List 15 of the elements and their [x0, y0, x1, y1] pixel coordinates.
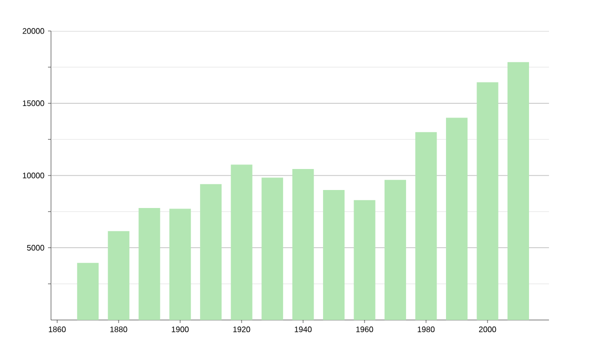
bar	[415, 132, 437, 320]
bar	[200, 184, 222, 320]
bar	[446, 118, 468, 320]
bar	[292, 168, 314, 320]
bar	[169, 208, 191, 320]
bar	[476, 82, 498, 320]
bar	[262, 178, 284, 320]
bar	[108, 231, 130, 320]
bar	[354, 200, 376, 320]
bar	[508, 62, 530, 320]
bar	[230, 164, 252, 320]
bar	[384, 180, 406, 320]
bar	[138, 208, 160, 320]
bar	[323, 190, 345, 320]
bar	[77, 262, 99, 320]
